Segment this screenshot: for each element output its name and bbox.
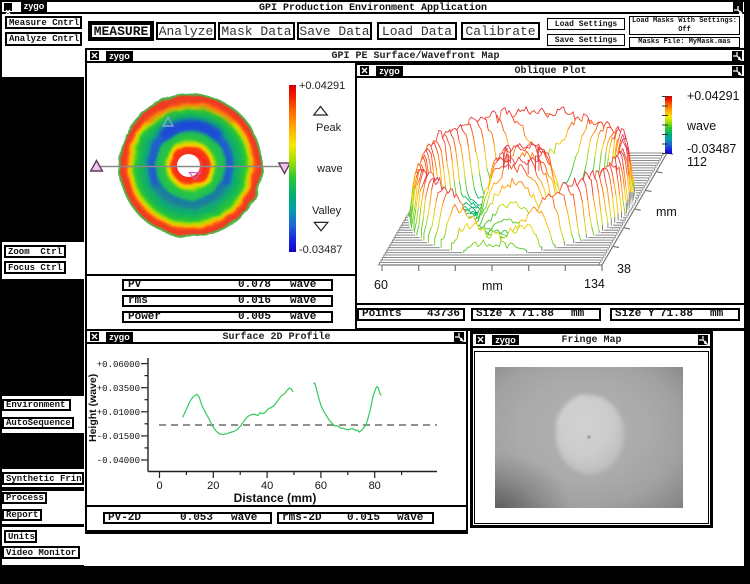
svg-text:Valley: Valley — [312, 205, 342, 217]
svg-text:+0.06000: +0.06000 — [97, 360, 140, 370]
svg-text:40: 40 — [261, 480, 273, 492]
svg-text:wave: wave — [316, 163, 343, 175]
svg-text:20: 20 — [207, 480, 219, 492]
svg-text:mm: mm — [482, 279, 503, 293]
svg-text:-0.03487: -0.03487 — [687, 142, 736, 156]
svg-text:Height (wave): Height (wave) — [87, 374, 99, 442]
svg-text:134: 134 — [584, 277, 605, 291]
svg-text:-0.04000: -0.04000 — [97, 456, 140, 466]
svg-text:+0.04291: +0.04291 — [299, 80, 345, 92]
svg-text:0: 0 — [156, 480, 162, 492]
svg-text:80: 80 — [369, 480, 381, 492]
svg-text:-0.03487: -0.03487 — [299, 244, 342, 256]
svg-text:+0.04291: +0.04291 — [687, 89, 740, 103]
svg-text:Peak: Peak — [316, 122, 342, 134]
svg-text:38: 38 — [617, 262, 631, 276]
svg-text:wave: wave — [686, 119, 716, 133]
svg-text:Distance (mm): Distance (mm) — [234, 491, 317, 505]
svg-text:60: 60 — [315, 480, 327, 492]
svg-text:+0.03500: +0.03500 — [97, 384, 140, 394]
svg-text:mm: mm — [656, 205, 677, 219]
svg-text:112: 112 — [687, 155, 707, 169]
svg-text:60: 60 — [374, 278, 388, 292]
svg-text:+0.01000: +0.01000 — [97, 408, 140, 418]
svg-text:-0.01500: -0.01500 — [97, 432, 140, 442]
